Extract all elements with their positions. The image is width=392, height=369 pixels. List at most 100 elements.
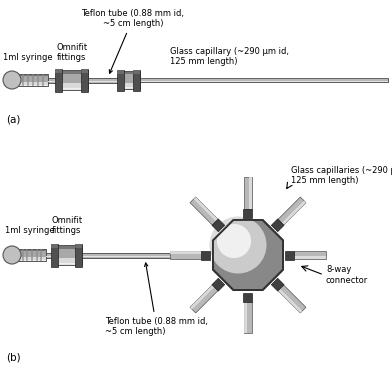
Bar bbox=[134, 69, 140, 90]
Bar bbox=[42, 74, 44, 86]
Polygon shape bbox=[244, 177, 252, 209]
Bar bbox=[52, 245, 82, 249]
Bar bbox=[88, 77, 118, 83]
Bar bbox=[18, 85, 48, 86]
Bar bbox=[76, 244, 82, 248]
Text: Glass capillaries (~290 μm id,
125 mm length): Glass capillaries (~290 μm id, 125 mm le… bbox=[291, 166, 392, 185]
Text: Omnifit
fittings: Omnifit fittings bbox=[56, 42, 87, 62]
Polygon shape bbox=[212, 219, 225, 232]
Bar bbox=[82, 252, 208, 258]
Text: 1ml syringe: 1ml syringe bbox=[3, 53, 53, 62]
Text: (b): (b) bbox=[6, 352, 21, 362]
Polygon shape bbox=[244, 301, 252, 333]
Bar bbox=[22, 74, 24, 86]
Bar bbox=[88, 77, 118, 78]
Bar bbox=[134, 69, 140, 74]
Circle shape bbox=[209, 217, 267, 273]
Bar bbox=[22, 249, 24, 261]
Bar bbox=[56, 69, 62, 92]
Bar bbox=[48, 81, 56, 82]
Polygon shape bbox=[294, 256, 326, 259]
Bar bbox=[52, 245, 82, 265]
Polygon shape bbox=[278, 285, 306, 313]
Bar bbox=[31, 249, 33, 261]
Bar bbox=[12, 256, 18, 258]
Polygon shape bbox=[249, 177, 252, 209]
Bar bbox=[56, 69, 62, 73]
Bar bbox=[26, 249, 28, 261]
Bar bbox=[51, 244, 58, 248]
Polygon shape bbox=[213, 220, 283, 290]
Bar bbox=[12, 77, 18, 83]
Text: (a): (a) bbox=[6, 115, 20, 125]
Polygon shape bbox=[190, 285, 215, 309]
Polygon shape bbox=[212, 278, 225, 291]
Bar bbox=[18, 74, 48, 76]
Text: 1ml syringe: 1ml syringe bbox=[5, 226, 55, 235]
Circle shape bbox=[217, 224, 251, 258]
Bar bbox=[46, 252, 52, 253]
Text: Teflon tube (0.88 mm id,
~5 cm length): Teflon tube (0.88 mm id, ~5 cm length) bbox=[105, 263, 208, 337]
Polygon shape bbox=[244, 301, 247, 333]
Bar bbox=[12, 252, 18, 253]
Polygon shape bbox=[190, 285, 218, 313]
Polygon shape bbox=[281, 201, 306, 225]
Bar bbox=[82, 256, 208, 258]
Bar bbox=[52, 263, 82, 265]
Polygon shape bbox=[194, 197, 218, 222]
Polygon shape bbox=[271, 278, 284, 291]
Bar bbox=[51, 244, 58, 266]
Bar bbox=[18, 249, 46, 261]
Bar bbox=[140, 78, 388, 79]
Bar bbox=[32, 74, 34, 86]
Circle shape bbox=[3, 71, 21, 89]
Bar bbox=[140, 78, 388, 82]
Bar bbox=[18, 259, 46, 261]
Circle shape bbox=[3, 246, 21, 264]
Bar bbox=[118, 69, 125, 74]
Bar bbox=[48, 77, 56, 83]
Bar bbox=[118, 83, 140, 89]
Bar bbox=[82, 69, 89, 92]
Polygon shape bbox=[170, 251, 202, 259]
Polygon shape bbox=[285, 251, 294, 259]
Bar bbox=[40, 249, 42, 261]
Bar bbox=[37, 74, 39, 86]
Bar bbox=[56, 70, 88, 73]
Polygon shape bbox=[201, 251, 211, 259]
Bar bbox=[12, 252, 18, 258]
Bar bbox=[18, 82, 48, 86]
Bar bbox=[118, 71, 140, 74]
Bar bbox=[46, 256, 52, 258]
Bar bbox=[118, 87, 140, 89]
Bar bbox=[18, 74, 48, 86]
Bar bbox=[12, 77, 18, 78]
Bar bbox=[118, 71, 140, 89]
Bar bbox=[56, 83, 88, 89]
Bar bbox=[18, 249, 46, 251]
Bar bbox=[88, 81, 118, 82]
Bar bbox=[48, 77, 56, 78]
Bar bbox=[36, 249, 38, 261]
Text: 8-way
connector: 8-way connector bbox=[326, 265, 368, 285]
Bar bbox=[46, 252, 52, 258]
Bar bbox=[76, 244, 82, 266]
Text: Omnifit
fittings: Omnifit fittings bbox=[51, 215, 83, 235]
Bar bbox=[140, 81, 388, 82]
Bar bbox=[27, 74, 29, 86]
Bar bbox=[82, 69, 89, 73]
Text: Glass capillary (~290 μm id,
125 mm length): Glass capillary (~290 μm id, 125 mm leng… bbox=[170, 46, 289, 66]
Polygon shape bbox=[243, 293, 252, 301]
Bar bbox=[56, 87, 88, 90]
Polygon shape bbox=[170, 251, 202, 254]
Bar bbox=[118, 69, 125, 90]
Polygon shape bbox=[278, 289, 302, 313]
Bar bbox=[82, 252, 208, 253]
Polygon shape bbox=[243, 208, 252, 217]
Polygon shape bbox=[271, 219, 284, 232]
Polygon shape bbox=[294, 251, 326, 259]
Polygon shape bbox=[190, 197, 218, 225]
Text: Teflon tube (0.88 mm id,
~5 cm length): Teflon tube (0.88 mm id, ~5 cm length) bbox=[82, 8, 185, 73]
Polygon shape bbox=[278, 197, 306, 225]
Bar bbox=[12, 81, 18, 82]
